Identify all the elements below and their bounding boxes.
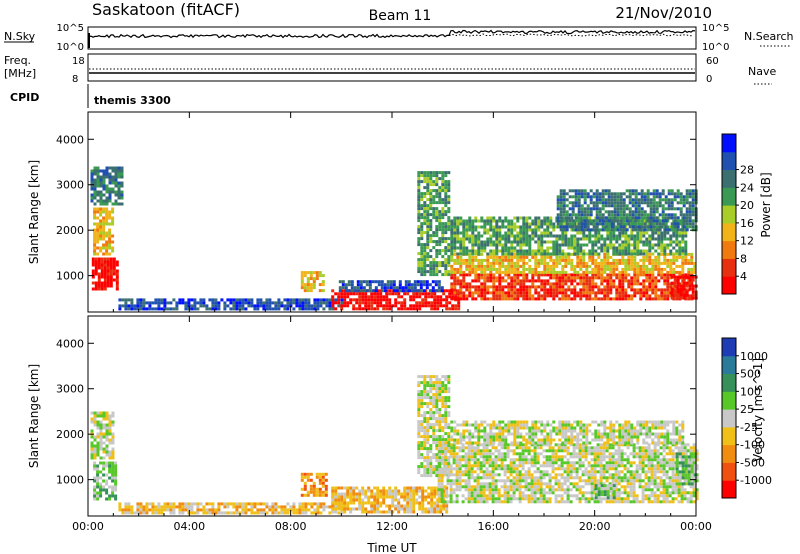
nave-tick-high: 60 xyxy=(706,56,719,67)
colorbar-swatch xyxy=(722,205,736,224)
colorbar-tick: 28 xyxy=(740,164,754,177)
colorbar-tick: 100 xyxy=(740,385,761,398)
colorbar-swatch xyxy=(722,222,736,242)
colorbar-swatch xyxy=(722,258,736,277)
xtick-label: 08:00 xyxy=(275,520,307,533)
ytick-label: 4000 xyxy=(56,337,84,350)
power-panel: 1000 2000 3000 4000 Slant Range [km] 4 8 12 16… xyxy=(27,111,773,313)
nave-tick-low: 0 xyxy=(706,74,712,85)
colorbar-swatch xyxy=(722,134,736,153)
colorbar-tick: 25 xyxy=(740,403,754,416)
colorbar-tick: 24 xyxy=(740,181,754,194)
ytick-label: 4000 xyxy=(56,133,84,146)
xaxis-label: Time UT xyxy=(366,541,417,554)
colorbar-swatch xyxy=(722,169,736,188)
velocity-cbar-label: Velocity [m s^-1] xyxy=(751,358,765,462)
colorbar-tick: 12 xyxy=(740,235,754,248)
colorbar-swatch xyxy=(722,480,736,499)
cpid-label: CPID xyxy=(10,91,39,104)
freq-unit: [MHz] xyxy=(4,67,36,80)
ytick-label: 3000 xyxy=(56,179,84,192)
colorbar-swatch xyxy=(722,187,736,206)
colorbar-tick: 500 xyxy=(740,368,761,381)
power-cells xyxy=(90,166,698,311)
nsky-label: N.Sky xyxy=(4,30,36,43)
colorbar-tick: -1000 xyxy=(740,474,772,487)
colorbar-swatch xyxy=(722,426,736,446)
colorbar-tick: 8 xyxy=(740,252,747,265)
colorbar-swatch xyxy=(722,338,736,357)
nsearch-tick-high: 10^5 xyxy=(702,23,729,34)
xtick-label: 00:00 xyxy=(680,520,712,533)
xtick-label: 16:00 xyxy=(477,520,509,533)
xtick-label: 00:00 xyxy=(72,520,104,533)
nsky-tick-low: 10^0 xyxy=(57,42,84,53)
xtick-label: 12:00 xyxy=(376,520,408,533)
velocity-ylabel: Slant Range [km] xyxy=(27,364,41,468)
station-title: Saskatoon (fitACF) xyxy=(92,0,240,19)
nsky-tick-high: 10^5 xyxy=(57,23,84,34)
xtick-label: 20:00 xyxy=(579,520,611,533)
colorbar-swatch xyxy=(722,409,736,428)
colorbar-swatch xyxy=(722,462,736,481)
freq-tick-low: 8 xyxy=(72,74,78,85)
colorbar-swatch xyxy=(722,373,736,392)
power-cbar-label: Power [dB] xyxy=(759,172,773,237)
nave-label: Nave xyxy=(748,65,776,78)
colorbar-tick: 20 xyxy=(740,199,754,212)
freq-tick-high: 18 xyxy=(72,56,85,67)
ytick-label: 3000 xyxy=(56,383,84,396)
power-ylabel: Slant Range [km] xyxy=(27,160,41,264)
velocity-colorbar: 1000 500 100 25 -25 -100 -500 -1000 xyxy=(721,337,772,499)
colorbar-swatch xyxy=(722,240,736,259)
ytick-label: 1000 xyxy=(56,474,84,487)
nsky-strip xyxy=(87,26,697,50)
colorbar-tick: 16 xyxy=(740,217,754,230)
colorbar-tick: 1000 xyxy=(740,350,768,363)
freq-label: Freq. xyxy=(4,54,31,67)
nsearch-tick-low: 10^0 xyxy=(702,42,729,53)
colorbar-tick: -100 xyxy=(740,439,765,452)
cpid-value: themis 3300 xyxy=(94,94,171,107)
xtick-label: 04:00 xyxy=(173,520,205,533)
colorbar-swatch xyxy=(722,391,736,410)
colorbar-swatch xyxy=(722,444,736,463)
colorbar-swatch xyxy=(722,276,736,295)
ytick-label: 2000 xyxy=(56,428,84,441)
ytick-label: 2000 xyxy=(56,224,84,237)
colorbar-tick: -25 xyxy=(740,421,758,434)
freq-strip xyxy=(87,53,697,82)
velocity-cells xyxy=(90,375,699,515)
power-colorbar: 4 8 12 16 20 24 28 xyxy=(721,133,754,295)
colorbar-tick: -500 xyxy=(740,456,765,469)
ytick-label: 1000 xyxy=(56,270,84,283)
date-title: 21/Nov/2010 xyxy=(615,4,712,22)
velocity-panel: 1000 2000 3000 4000 00:00 04:00 08:00 12:00 16:0… xyxy=(27,315,772,554)
colorbar-tick: 4 xyxy=(740,270,747,283)
beam-title: Beam 11 xyxy=(369,8,432,24)
colorbar-swatch xyxy=(722,355,736,375)
nsky-trace xyxy=(88,29,696,48)
colorbar-swatch xyxy=(722,151,736,171)
nsearch-label: N.Search xyxy=(744,30,794,43)
